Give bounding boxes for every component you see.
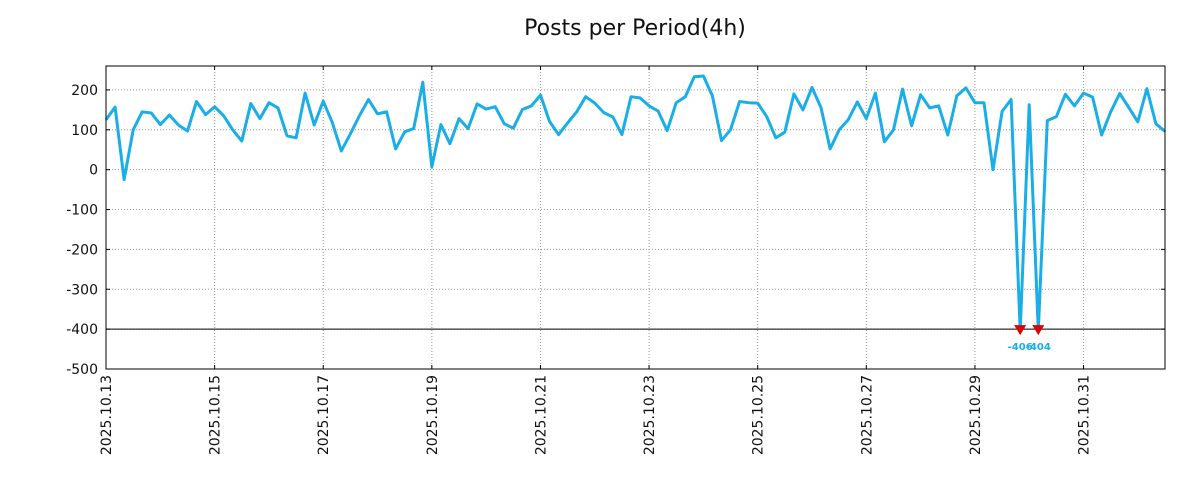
x-tick-label: 2025.10.25 <box>751 375 767 455</box>
annotation-label: -406 <box>1008 342 1033 353</box>
min-marker <box>1032 325 1045 336</box>
y-tick-label: -400 <box>66 322 98 338</box>
x-tick-label: 2025.10.13 <box>99 375 115 455</box>
x-tick-label: 2025.10.31 <box>1077 375 1093 455</box>
x-tick-label: 2025.10.17 <box>316 375 332 455</box>
y-tick-label: 0 <box>89 163 98 179</box>
x-tick-label: 2025.10.29 <box>968 375 984 455</box>
x-tick-label: 2025.10.21 <box>533 375 549 455</box>
x-tick-label: 2025.10.23 <box>642 375 658 455</box>
annotation-label: -404 <box>1026 342 1051 353</box>
series-line <box>104 74 1166 333</box>
chart-title: Posts per Period(4h) <box>524 16 746 41</box>
min-marker <box>1014 325 1027 336</box>
plot-frame <box>105 65 1166 370</box>
y-tick-label: -100 <box>66 203 98 219</box>
y-tick-label: 200 <box>71 83 98 99</box>
y-tick-label: -200 <box>66 242 98 258</box>
x-tick-label: 2025.10.19 <box>425 375 441 455</box>
x-tick-label: 2025.10.15 <box>208 375 224 455</box>
y-tick-label: -300 <box>66 282 98 298</box>
y-tick-label: -500 <box>66 362 98 378</box>
x-tick-label: 2025.10.27 <box>859 375 875 455</box>
y-tick-label: 100 <box>71 123 98 139</box>
